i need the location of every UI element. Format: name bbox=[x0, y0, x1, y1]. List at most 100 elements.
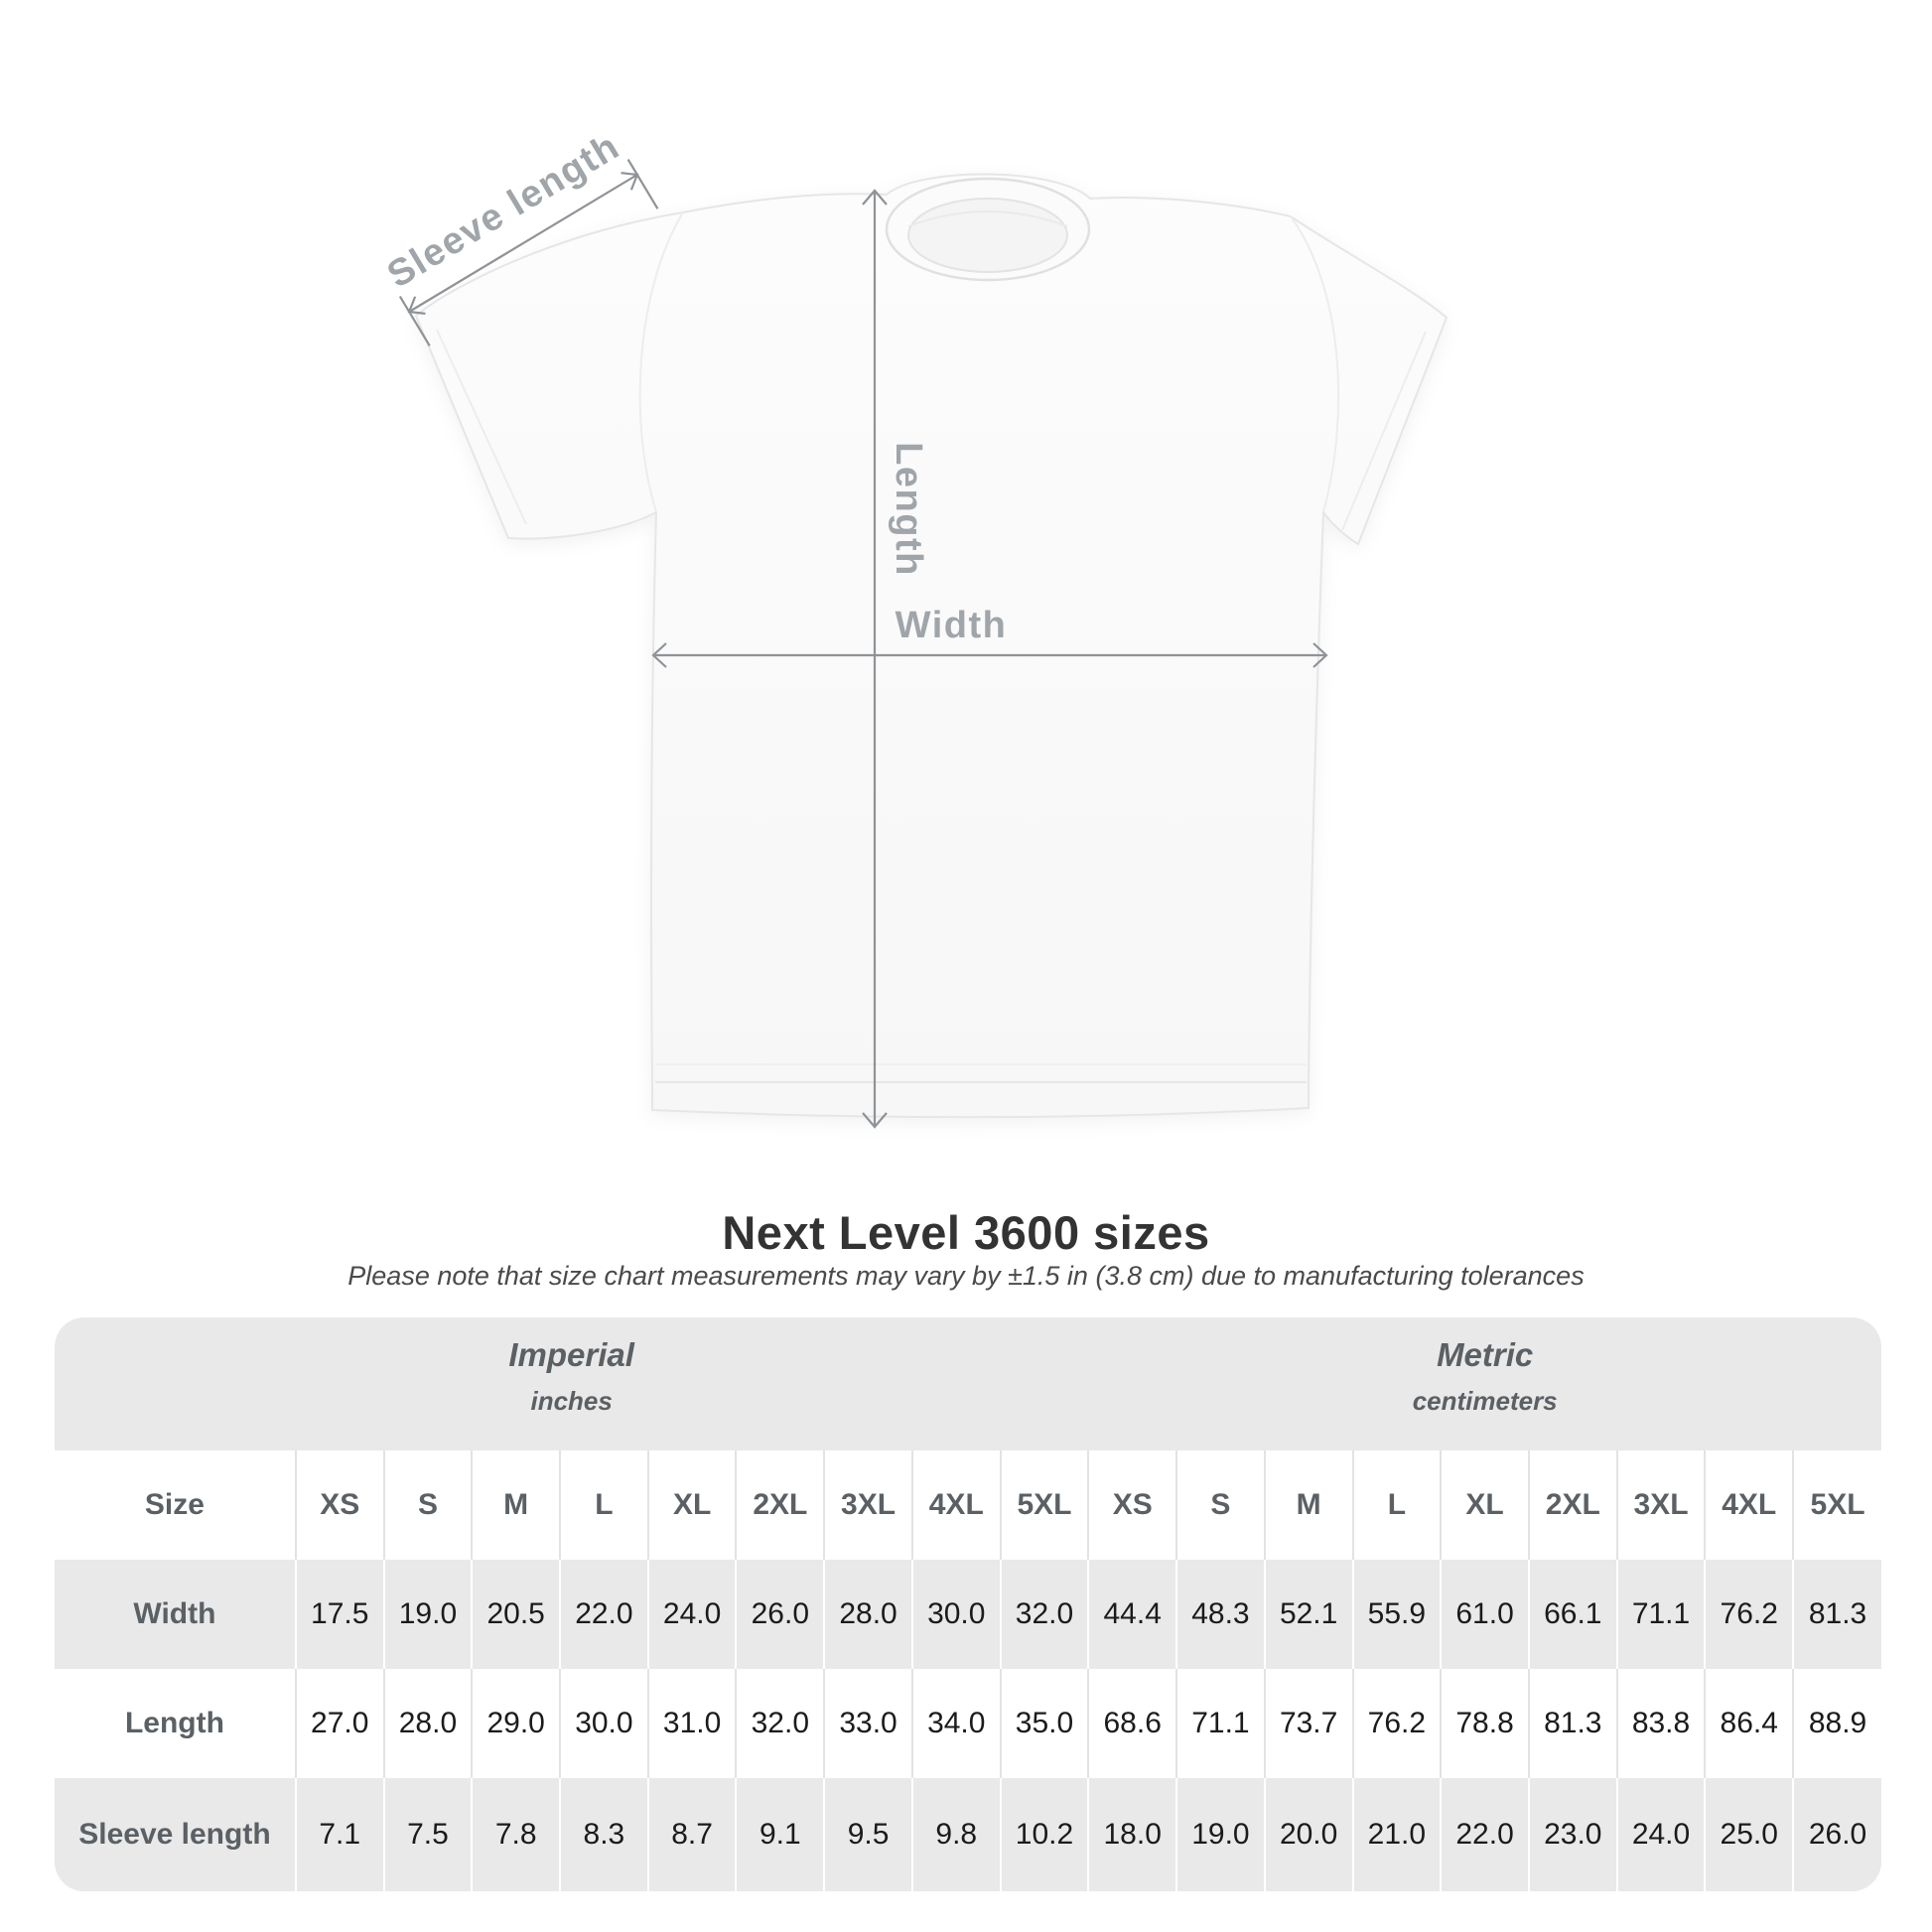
measurement-cell: 32.0 bbox=[735, 1669, 825, 1778]
measurement-cell: 52.1 bbox=[1263, 1560, 1353, 1669]
measurement-cell: 21.0 bbox=[1351, 1778, 1442, 1891]
measurement-cell: 24.0 bbox=[646, 1560, 737, 1669]
length-label: Length bbox=[888, 442, 929, 577]
metric-subtitle: centimeters bbox=[1412, 1385, 1558, 1416]
measurement-cell: 9.1 bbox=[735, 1778, 825, 1891]
row-label: Width bbox=[133, 1597, 216, 1630]
size-column-header: XS bbox=[1087, 1450, 1177, 1560]
measurement-cell: 7.8 bbox=[471, 1778, 561, 1891]
size-chart-table: Imperial inches Metric centimeters Size … bbox=[55, 1317, 1881, 1891]
size-column-header: 2XL bbox=[735, 1450, 825, 1560]
size-column-header: M bbox=[471, 1450, 561, 1560]
measurement-cell: 44.4 bbox=[1087, 1560, 1177, 1669]
width-label: Width bbox=[896, 605, 1008, 646]
row-label: Sleeve length bbox=[78, 1818, 271, 1851]
size-column-header: 2XL bbox=[1527, 1450, 1617, 1560]
measurement-cell: 61.0 bbox=[1440, 1560, 1529, 1669]
measurement-cell: 30.0 bbox=[910, 1560, 1001, 1669]
measurement-cell: 33.0 bbox=[823, 1669, 912, 1778]
measurement-cell: 35.0 bbox=[999, 1669, 1089, 1778]
measurement-cell: 9.5 bbox=[823, 1778, 912, 1891]
measurement-cell: 71.1 bbox=[1175, 1669, 1265, 1778]
size-column-header: XL bbox=[1440, 1450, 1529, 1560]
size-column-header: XL bbox=[646, 1450, 737, 1560]
size-header-row: Size XS S M L XL 2XL 3XL 4XL 5XL XS S M L XL 2XL 3XL 4XL… bbox=[55, 1450, 1881, 1560]
size-chart-card: Imperial inches Metric centimeters Size … bbox=[55, 1317, 1881, 1891]
page-title: Next Level 3600 sizes bbox=[722, 1206, 1210, 1259]
table-row: Width 17.5 19.0 20.5 22.0 24.0 26.0 28.0 30.0 32.… bbox=[55, 1560, 1881, 1669]
size-column-header: 4XL bbox=[1704, 1450, 1794, 1560]
measurement-cell: 55.9 bbox=[1351, 1560, 1442, 1669]
measurement-cell: 29.0 bbox=[471, 1669, 561, 1778]
measurement-cell: 7.5 bbox=[382, 1778, 473, 1891]
measurement-cell: 8.7 bbox=[646, 1778, 737, 1891]
row-label: Length bbox=[124, 1707, 224, 1739]
size-column-header: XS bbox=[294, 1450, 384, 1560]
measurement-cell: 76.2 bbox=[1351, 1669, 1442, 1778]
imperial-subtitle: inches bbox=[530, 1385, 613, 1416]
metric-unit-header: Metric centimeters bbox=[1088, 1317, 1881, 1450]
measurement-cell: 24.0 bbox=[1615, 1778, 1706, 1891]
page-subtitle: Please note that size chart measurements… bbox=[347, 1261, 1585, 1291]
measurement-cell: 30.0 bbox=[559, 1669, 648, 1778]
table-row: Length 27.0 28.0 29.0 30.0 31.0 32.0 33.0 34.0 35… bbox=[55, 1669, 1881, 1778]
measurement-cell: 88.9 bbox=[1792, 1669, 1881, 1778]
measurement-cell: 78.8 bbox=[1440, 1669, 1529, 1778]
measurement-cell: 34.0 bbox=[910, 1669, 1001, 1778]
size-corner-header: Size bbox=[144, 1488, 205, 1521]
width-dimension-arrow: Width bbox=[651, 605, 1328, 668]
table-row: Sleeve length 7.1 7.5 7.8 8.3 8.7 9.1 9.5 9.8 10.… bbox=[55, 1778, 1881, 1891]
measurement-cell: 27.0 bbox=[294, 1669, 384, 1778]
length-dimension-arrow: Length bbox=[862, 189, 929, 1129]
size-column-header: 5XL bbox=[1792, 1450, 1881, 1560]
tshirt-diagram: Length Width Sleeve length bbox=[380, 125, 1449, 1129]
size-column-header: M bbox=[1263, 1450, 1353, 1560]
measurement-cell: 18.0 bbox=[1087, 1778, 1177, 1891]
unit-header-row: Imperial inches Metric centimeters bbox=[55, 1317, 1881, 1450]
measurement-cell: 26.0 bbox=[1792, 1778, 1881, 1891]
measurement-cell: 19.0 bbox=[1175, 1778, 1265, 1891]
measurement-cell: 31.0 bbox=[646, 1669, 737, 1778]
measurement-cell: 68.6 bbox=[1087, 1669, 1177, 1778]
measurement-cell: 86.4 bbox=[1704, 1669, 1794, 1778]
measurement-cell: 25.0 bbox=[1704, 1778, 1794, 1891]
size-column-header: L bbox=[1351, 1450, 1442, 1560]
measurement-cell: 9.8 bbox=[910, 1778, 1001, 1891]
measurement-cell: 76.2 bbox=[1704, 1560, 1794, 1669]
size-column-header: 5XL bbox=[999, 1450, 1089, 1560]
measurement-cell: 10.2 bbox=[999, 1778, 1089, 1891]
size-column-header: L bbox=[559, 1450, 648, 1560]
measurement-cell: 71.1 bbox=[1615, 1560, 1706, 1669]
size-table-body: Width 17.5 19.0 20.5 22.0 24.0 26.0 28.0 30.0 32.… bbox=[55, 1560, 1881, 1891]
measurement-cell: 7.1 bbox=[294, 1778, 384, 1891]
measurement-cell: 28.0 bbox=[382, 1669, 473, 1778]
size-column-header: S bbox=[382, 1450, 473, 1560]
metric-title: Metric bbox=[1437, 1335, 1534, 1373]
measurement-cell: 32.0 bbox=[999, 1560, 1089, 1669]
measurement-cell: 28.0 bbox=[823, 1560, 912, 1669]
measurement-cell: 8.3 bbox=[559, 1778, 648, 1891]
measurement-cell: 17.5 bbox=[294, 1560, 384, 1669]
measurement-cell: 66.1 bbox=[1527, 1560, 1617, 1669]
measurement-cell: 22.0 bbox=[559, 1560, 648, 1669]
imperial-title: Imperial bbox=[508, 1335, 634, 1373]
measurement-cell: 19.0 bbox=[382, 1560, 473, 1669]
imperial-unit-header: Imperial inches bbox=[55, 1317, 1088, 1450]
size-column-header: S bbox=[1175, 1450, 1265, 1560]
measurement-cell: 73.7 bbox=[1263, 1669, 1353, 1778]
measurement-cell: 22.0 bbox=[1440, 1778, 1529, 1891]
measurement-cell: 81.3 bbox=[1792, 1560, 1881, 1669]
measurement-cell: 81.3 bbox=[1527, 1669, 1617, 1778]
measurement-cell: 20.0 bbox=[1263, 1778, 1353, 1891]
measurement-cell: 20.5 bbox=[471, 1560, 561, 1669]
measurement-cell: 26.0 bbox=[735, 1560, 825, 1669]
measurement-cell: 48.3 bbox=[1175, 1560, 1265, 1669]
size-column-header: 3XL bbox=[823, 1450, 912, 1560]
collar-inner bbox=[907, 198, 1068, 273]
size-column-header: 4XL bbox=[910, 1450, 1001, 1560]
measurement-cell: 83.8 bbox=[1615, 1669, 1706, 1778]
measurement-cell: 23.0 bbox=[1527, 1778, 1617, 1891]
tshirt-graphic bbox=[414, 173, 1449, 1119]
size-column-header: 3XL bbox=[1615, 1450, 1706, 1560]
